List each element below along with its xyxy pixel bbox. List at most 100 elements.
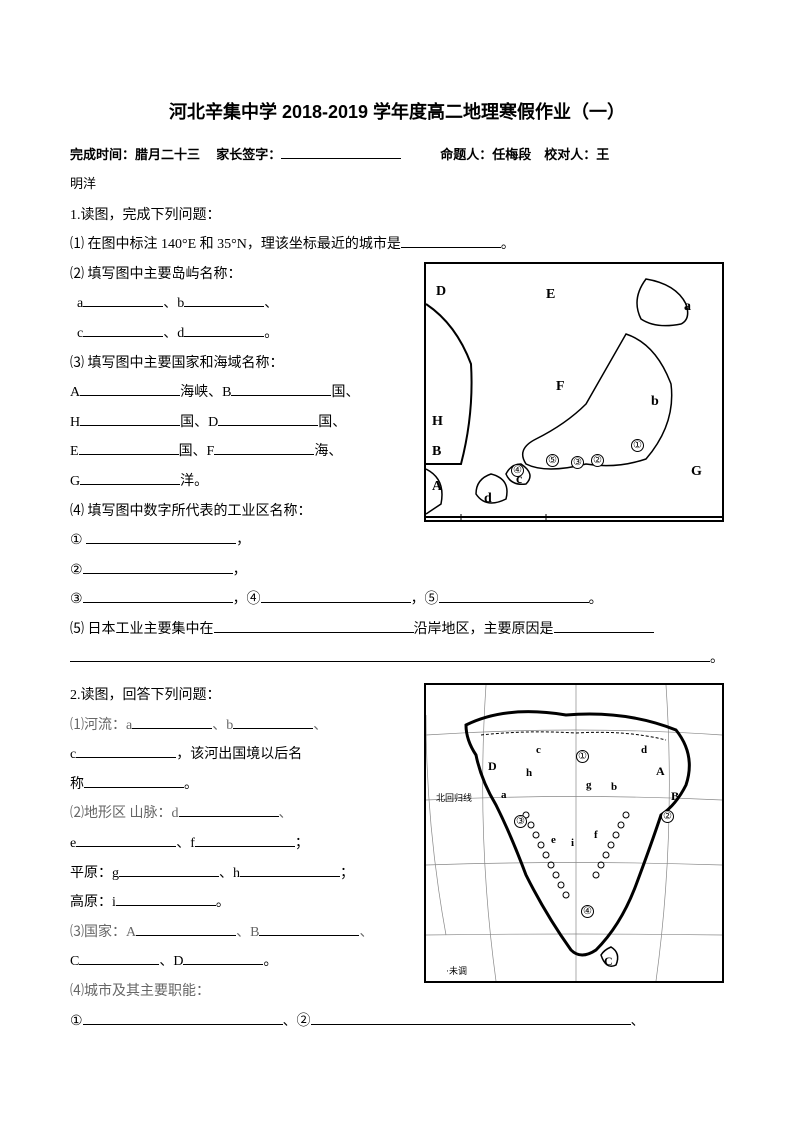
blank-E[interactable] bbox=[79, 441, 179, 455]
suf-F: 海、 bbox=[314, 444, 342, 459]
q2-sub3-AB: ⑶国家：A、B、 bbox=[70, 920, 414, 947]
label-A: A bbox=[70, 385, 80, 400]
blank-d[interactable] bbox=[184, 323, 264, 337]
q1-prompt: 1.读图，完成下列问题： bbox=[70, 203, 724, 230]
map1-n3: ③ bbox=[571, 456, 584, 469]
q1-left-column: ⑵ 填写图中主要岛屿名称： a、b、 c、d。 ⑶ 填写图中主要国家和海域名称：… bbox=[70, 262, 414, 558]
map2-e: e bbox=[551, 830, 556, 851]
map1-a: a bbox=[684, 294, 691, 321]
blank-A[interactable] bbox=[80, 382, 180, 396]
map1-F: F bbox=[556, 374, 565, 401]
blank-city1[interactable] bbox=[83, 1011, 283, 1025]
map2-B: B bbox=[671, 785, 679, 808]
blank-G[interactable] bbox=[80, 471, 180, 485]
label-2: ② bbox=[70, 563, 83, 578]
blank-5a[interactable] bbox=[214, 619, 414, 633]
sep: 。 bbox=[589, 592, 603, 607]
label-G: G bbox=[70, 474, 80, 489]
meta-line-2: 明洋 bbox=[70, 172, 724, 197]
sep: 、 bbox=[279, 806, 293, 821]
blank-ra[interactable] bbox=[132, 715, 212, 729]
suf-B: 国、 bbox=[331, 385, 359, 400]
map2-c: c bbox=[536, 740, 541, 761]
sign-blank[interactable] bbox=[281, 145, 401, 159]
blank-cC[interactable] bbox=[79, 951, 159, 965]
q2-sub4: ⑷城市及其主要职能： bbox=[70, 979, 414, 1006]
suf-A: 海峡、B bbox=[180, 385, 231, 400]
blank-mi[interactable] bbox=[116, 892, 216, 906]
blank-2[interactable] bbox=[83, 560, 233, 574]
blank-cA[interactable] bbox=[136, 922, 236, 936]
q2-sub2-i: 高原：i。 bbox=[70, 890, 414, 917]
blank-D[interactable] bbox=[218, 412, 318, 426]
q1-sub2: ⑵ 填写图中主要岛屿名称： bbox=[70, 262, 414, 289]
blank-F[interactable] bbox=[214, 441, 314, 455]
map1-E: E bbox=[546, 282, 555, 309]
sep: 。 bbox=[263, 954, 277, 969]
q1-sub1-blank[interactable] bbox=[401, 234, 501, 248]
q1-sub3-HD: H国、D国、 bbox=[70, 410, 414, 437]
map1-n2: ② bbox=[591, 454, 604, 467]
blank-3[interactable] bbox=[83, 589, 233, 603]
map2-b: b bbox=[611, 777, 617, 798]
blank-rb[interactable] bbox=[233, 715, 313, 729]
blank-B[interactable] bbox=[231, 382, 331, 396]
map1-G: G bbox=[691, 459, 702, 486]
map2-g: g bbox=[586, 775, 592, 796]
blank-cB[interactable] bbox=[259, 922, 359, 936]
sep: 。 bbox=[264, 326, 278, 341]
tropic-label: 北回归线 bbox=[436, 790, 472, 807]
q1-sub3: ⑶ 填写图中主要国家和海域名称： bbox=[70, 351, 414, 378]
blank-5b[interactable] bbox=[554, 619, 654, 633]
q1-sub2-cd: c、d。 bbox=[70, 321, 414, 348]
q2-sub2-gh: 平原：g、h； bbox=[70, 861, 414, 888]
q2-sub4-1: ① bbox=[70, 1014, 83, 1029]
q2-sub3: ⑶国家：A bbox=[70, 925, 136, 940]
blank-cD[interactable] bbox=[183, 951, 263, 965]
blank-mg[interactable] bbox=[119, 863, 219, 877]
sep: ， bbox=[233, 563, 247, 578]
map2-h: h bbox=[526, 763, 532, 784]
q2-sub1-b: 、b bbox=[212, 718, 233, 733]
q1-sub4: ⑷ 填写图中数字所代表的工业区名称： bbox=[70, 499, 414, 526]
meta-line-1: 完成时间：腊月二十三 家长签字： 命题人：任梅段 校对人：王 bbox=[70, 143, 724, 168]
sep: ； bbox=[295, 836, 309, 851]
blank-1[interactable] bbox=[86, 530, 236, 544]
blank-5[interactable] bbox=[439, 589, 589, 603]
blank-rc[interactable] bbox=[76, 744, 176, 758]
q2-sub2-f: 、f bbox=[176, 836, 195, 851]
q2-sub3-D: 、D bbox=[159, 954, 183, 969]
label-1: ① bbox=[70, 533, 83, 548]
blank-b[interactable] bbox=[184, 293, 264, 307]
blank-mf[interactable] bbox=[195, 833, 295, 847]
sep: ， bbox=[236, 533, 250, 548]
blank-rd[interactable] bbox=[84, 774, 184, 788]
blank-city2[interactable] bbox=[311, 1011, 631, 1025]
sign-label: 家长签字： bbox=[216, 147, 281, 162]
q1-sub5: ⑸ 日本工业主要集中在沿岸地区，主要原因是 bbox=[70, 617, 724, 644]
blank-me[interactable] bbox=[76, 833, 176, 847]
blank-4[interactable] bbox=[261, 589, 411, 603]
suf-G: 洋。 bbox=[180, 474, 208, 489]
map2-a: a bbox=[501, 785, 507, 806]
q1-sub5-b: 沿岸地区，主要原因是 bbox=[414, 622, 554, 637]
q1-sub2-ab: a、b、 bbox=[70, 291, 414, 318]
sep: 。 bbox=[710, 651, 724, 666]
map2-f: f bbox=[594, 825, 598, 846]
blank-c[interactable] bbox=[83, 323, 163, 337]
blank-mh[interactable] bbox=[240, 863, 340, 877]
blank-md[interactable] bbox=[179, 803, 279, 817]
map2-A: A bbox=[656, 760, 665, 783]
checker-label: 校对人：王 bbox=[544, 147, 609, 162]
blank-5c[interactable] bbox=[70, 648, 710, 662]
map2-C: C bbox=[604, 950, 613, 973]
blank-H[interactable] bbox=[80, 412, 180, 426]
sep: 、 bbox=[264, 296, 278, 311]
sep: 、 bbox=[631, 1014, 645, 1029]
blank-a[interactable] bbox=[83, 293, 163, 307]
q2-sub4-2: 、② bbox=[283, 1014, 311, 1029]
q2-sub1: ⑴河流：a bbox=[70, 718, 132, 733]
q1-sub5-cont: 。 bbox=[70, 646, 724, 673]
map2-d: d bbox=[641, 740, 647, 761]
q2-left-column: 2.读图，回答下列问题： ⑴河流：a、b、 c，该河出国境以后名 称。 ⑵地形区… bbox=[70, 683, 414, 1009]
